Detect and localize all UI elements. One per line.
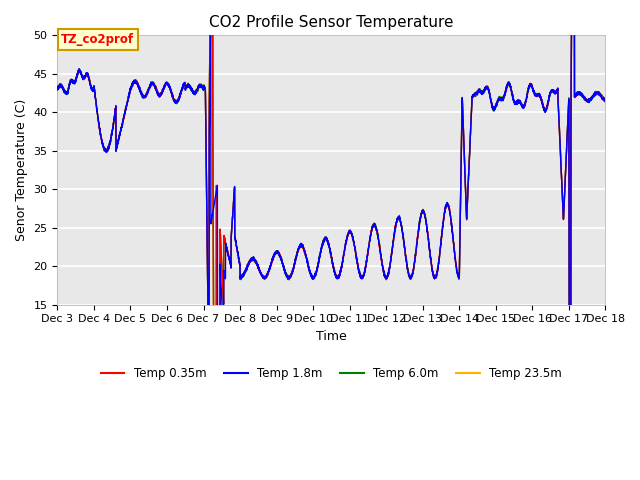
X-axis label: Time: Time — [316, 330, 347, 343]
Title: CO2 Profile Sensor Temperature: CO2 Profile Sensor Temperature — [209, 15, 454, 30]
Legend: Temp 0.35m, Temp 1.8m, Temp 6.0m, Temp 23.5m: Temp 0.35m, Temp 1.8m, Temp 6.0m, Temp 2… — [96, 362, 567, 385]
Text: TZ_co2prof: TZ_co2prof — [61, 33, 134, 46]
Y-axis label: Senor Temperature (C): Senor Temperature (C) — [15, 99, 28, 241]
